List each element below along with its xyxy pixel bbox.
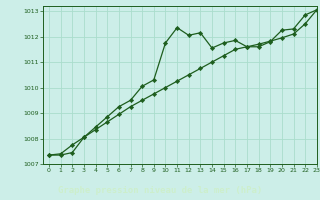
Text: Graphe pression niveau de la mer (hPa): Graphe pression niveau de la mer (hPa): [58, 186, 262, 195]
